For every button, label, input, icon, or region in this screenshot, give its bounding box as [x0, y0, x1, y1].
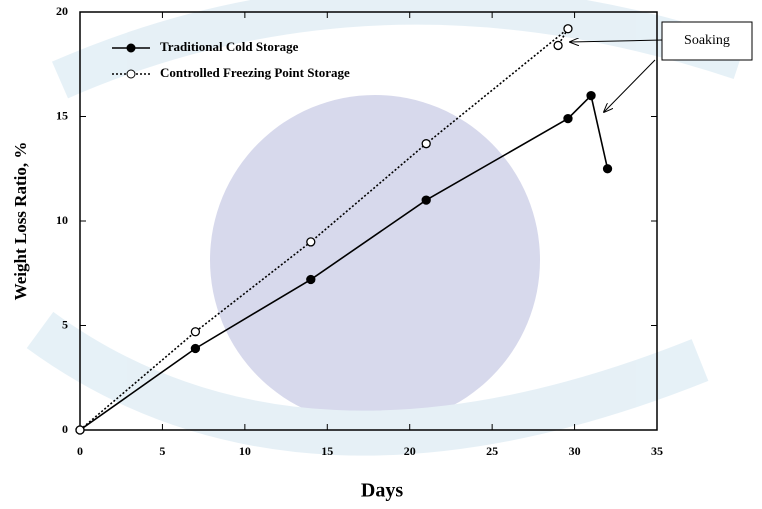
- data-point: [563, 24, 573, 34]
- data-point: [421, 139, 431, 149]
- x-tick-label: 25: [486, 444, 498, 458]
- data-point: [75, 425, 85, 435]
- x-tick-label: 30: [569, 444, 581, 458]
- annotation-box: [661, 21, 753, 61]
- legend-marker: [126, 43, 136, 53]
- data-point: [306, 274, 316, 285]
- x-axis-label: Days: [361, 480, 403, 502]
- data-point: [553, 40, 563, 51]
- data-point: [563, 113, 573, 124]
- legend-label: Traditional Cold Storage: [160, 39, 299, 54]
- x-tick-label: 0: [77, 444, 83, 458]
- x-tick-label: 20: [404, 444, 416, 458]
- data-point: [190, 343, 201, 354]
- data-point: [190, 327, 201, 337]
- series-line: [79, 28, 569, 431]
- y-tick-label: 10: [56, 213, 68, 227]
- legend-marker: [126, 69, 136, 79]
- y-tick-label: 20: [56, 4, 68, 18]
- x-tick-label: 5: [159, 444, 165, 458]
- legend-label: Controlled Freezing Point Storage: [160, 65, 350, 80]
- y-tick-label: 0: [62, 422, 68, 436]
- annotation-arrow: [570, 40, 663, 42]
- data-point: [421, 195, 431, 205]
- x-tick-label: 35: [651, 444, 663, 458]
- x-tick-label: 10: [239, 444, 251, 458]
- annotation-arrow: [604, 59, 656, 112]
- data-point: [586, 90, 596, 101]
- data-point: [306, 237, 316, 247]
- y-tick-label: 15: [56, 108, 68, 122]
- y-axis-label: Weight Loss Ratio, %: [11, 142, 30, 301]
- annotation: Soaking: [684, 33, 730, 48]
- data-point: [602, 164, 613, 174]
- watermark: [26, 0, 747, 456]
- x-tick-label: 15: [321, 444, 333, 458]
- y-tick-label: 5: [62, 317, 68, 331]
